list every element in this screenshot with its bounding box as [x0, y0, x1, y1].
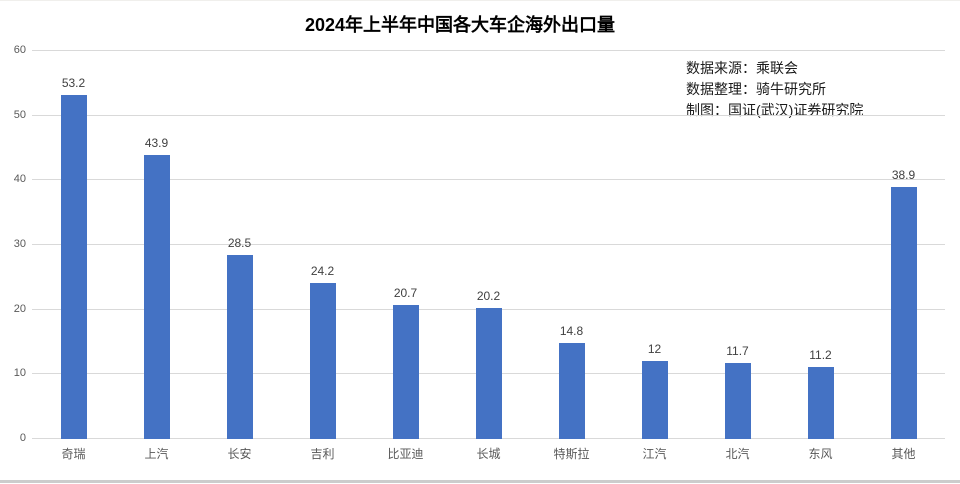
data-label: 12: [647, 342, 662, 357]
bar: [807, 366, 834, 439]
bar: [309, 282, 336, 439]
bar-slot-其他: 38.9: [862, 51, 945, 439]
x-tick-label: 其他: [891, 447, 916, 461]
bar-slot-北汽: 11.7: [696, 51, 779, 439]
y-tick-label: 0: [19, 432, 26, 444]
x-tick-label: 江汽: [642, 447, 667, 461]
x-tick-label: 长安: [227, 447, 252, 461]
data-curation-line: 数据整理：骑牛研究所: [686, 81, 826, 97]
bar: [392, 305, 419, 439]
chart-credit-line: 制图：国证(武汉)证券研究院: [686, 102, 864, 118]
data-label: 11.7: [726, 344, 749, 359]
bar: [558, 343, 585, 439]
plot-area: 53.2 43.9 28.5 24.2 20.7 20.2 14.8 12 11.7 11.2 38…: [32, 50, 945, 439]
data-label: 38.9: [891, 168, 916, 183]
data-label: 53.2: [61, 75, 86, 90]
x-tick-label: 比亚迪: [387, 447, 424, 461]
bottom-divider: [0, 480, 960, 483]
bar-slot-吉利: 24.2: [281, 51, 364, 439]
bar-slot-东风: 11.2: [779, 51, 862, 439]
gridline-60: [32, 50, 945, 51]
data-label: 11.2: [809, 347, 832, 362]
bar: [724, 363, 751, 439]
bar: [890, 187, 917, 439]
x-axis: 奇瑞 上汽 长安 吉利 比亚迪 长城 特斯拉 江汽 北汽 东风 其他: [32, 445, 945, 462]
bar: [143, 155, 170, 439]
x-tick-label: 东风: [808, 447, 833, 461]
bar-slot-比亚迪: 20.7: [364, 51, 447, 439]
gridline-50: [32, 114, 945, 116]
gridline-40: [32, 179, 945, 181]
y-tick-label: 20: [13, 302, 26, 315]
y-tick-label: 30: [13, 238, 26, 250]
y-tick-label: 50: [13, 108, 26, 121]
bar-series: 53.2 43.9 28.5 24.2 20.7 20.2 14.8 12 11.7 11.2 38…: [32, 51, 945, 439]
bar-slot-特斯拉: 14.8: [530, 51, 613, 439]
chart-title: 2024年上半年中国各大车企海外出口量: [304, 15, 616, 35]
data-label: 43.9: [144, 136, 169, 151]
data-source-line: 数据来源：乘联会: [686, 60, 798, 76]
bar-slot-江汽: 12: [613, 51, 696, 439]
bar-slot-上汽: 43.9: [115, 51, 198, 439]
bar: [226, 254, 253, 439]
x-tick-label: 吉利: [310, 447, 335, 461]
y-tick-label: 60: [13, 44, 26, 56]
bar-slot-长安: 28.5: [198, 51, 281, 439]
x-tick-label: 长城: [476, 447, 501, 461]
data-label: 20.7: [393, 286, 418, 301]
bar: [475, 308, 502, 439]
data-label: 20.2: [476, 289, 501, 304]
x-tick-label: 特斯拉: [553, 447, 590, 461]
x-tick-label: 北汽: [725, 447, 750, 461]
bar: [60, 94, 87, 439]
data-label: 28.5: [227, 235, 252, 250]
source-annotation: 数据来源：乘联会 数据整理：骑牛研究所 制图：国证(武汉)证券研究院: [686, 58, 863, 121]
y-tick-label: 40: [13, 173, 26, 186]
x-tick-label: 奇瑞: [61, 447, 86, 461]
bar-slot-长城: 20.2: [447, 51, 530, 439]
bar-slot-奇瑞: 53.2: [32, 51, 115, 439]
data-label: 14.8: [559, 324, 584, 339]
data-label: 24.2: [310, 263, 335, 278]
bar: [641, 361, 668, 439]
y-tick-label: 10: [13, 367, 26, 380]
gridline-30: [32, 244, 945, 245]
x-tick-label: 上汽: [144, 447, 169, 461]
